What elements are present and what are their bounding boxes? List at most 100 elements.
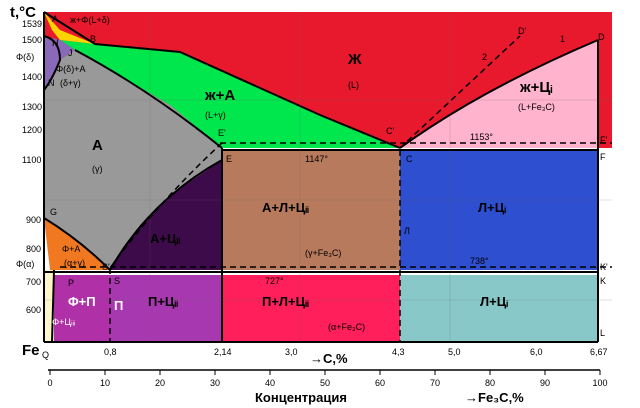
label-liquid: Ж — [347, 51, 362, 68]
region-austenite-cementite — [110, 160, 222, 270]
region-ferrite-pearlite — [54, 275, 110, 342]
y-tick-700: 700 — [26, 277, 41, 287]
y-special-delta: Φ(δ) — [16, 52, 34, 62]
temp-727: 727° — [265, 276, 284, 286]
dash-d1 — [399, 35, 521, 149]
curve-1-label: 1 — [560, 34, 565, 44]
sub-liq-cem: (L+Fe₃C) — [518, 102, 555, 112]
point-p: P — [68, 278, 74, 288]
concentration-tick-label: 10 — [100, 378, 110, 388]
concentration-tick-label: 80 — [485, 378, 495, 388]
pq-line — [51, 269, 55, 343]
label-aust-cem: A+Цᵢᵢ — [150, 231, 180, 246]
x-tick-6-0: 6,0 — [530, 347, 543, 357]
temp-738: 738° — [470, 256, 489, 266]
y-tick-1539: 1539 — [22, 19, 42, 29]
y-tick-1500: 1500 — [22, 35, 42, 45]
region-pearlite-cementite — [110, 275, 222, 342]
region-top-small — [44, 12, 95, 44]
concentration-tick-label: 90 — [540, 378, 550, 388]
ledeb-line-label: Л — [404, 226, 410, 236]
concentration-tick-label: 40 — [265, 378, 275, 388]
y-tick-1300: 1300 — [22, 102, 42, 112]
point-s1: S' — [102, 262, 110, 272]
curve-2-label: 2 — [482, 52, 487, 62]
a3-line — [43, 217, 111, 271]
y-axis-title: t,°C — [10, 4, 36, 21]
solidus-line — [74, 49, 223, 149]
sub-ledeb-lo: (α+Fe₃C) — [328, 322, 365, 332]
region-ledeburite-i-high — [400, 150, 598, 270]
label-ferr-aust: Φ+A — [62, 244, 80, 254]
x-tick-5-0: 5,0 — [448, 347, 461, 357]
region-ledeburite-i-low — [400, 275, 598, 342]
label-perl-cem: П+Цᵢᵢ — [148, 294, 178, 309]
region-austenite — [44, 50, 222, 270]
concentration-ticks: 0 10 20 30 40 50 60 70 80 90 100 — [47, 370, 608, 388]
point-d: D — [598, 32, 605, 42]
concentration-tick-label: 50 — [320, 378, 330, 388]
concentration-title: Концентрация — [255, 390, 347, 405]
x-axis-title: →C,% — [310, 351, 348, 366]
fe3c-title: →Fe₃C,% — [465, 390, 524, 405]
x-tick-6-67: 6,67 — [590, 347, 608, 357]
y-special-alpha: Φ(α) — [16, 259, 34, 269]
origin-label: Fe — [22, 342, 40, 359]
y-tick-900: 900 — [26, 215, 41, 225]
region-liquid-austenite — [60, 40, 400, 148]
label-liq-cem: ж+Цᵢ — [519, 79, 552, 96]
label-aust: A — [92, 137, 103, 154]
point-k1: K' — [600, 262, 608, 272]
point-a: A — [52, 14, 58, 24]
concentration-tick-label: 20 — [155, 378, 165, 388]
x-tick-3-0: 3,0 — [285, 347, 298, 357]
y-tick-1200: 1200 — [22, 125, 42, 135]
liquidus-line — [43, 11, 401, 149]
region-ledeburite-high — [222, 150, 400, 270]
label-ledeb-hi: A+Л+Цᵢᵢ — [262, 200, 309, 215]
x-tick-4-3: 4,3 — [392, 347, 405, 357]
liquidus-right — [399, 39, 599, 149]
sub-liq-aust: (L+γ) — [205, 110, 226, 120]
label-top-small: ж+Φ(L+δ) — [70, 15, 110, 25]
point-l: L — [600, 328, 605, 338]
region-ferrite-austenite — [44, 218, 110, 270]
region-liquid-cementite — [400, 40, 598, 148]
point-q: Q — [42, 350, 49, 360]
dash-acm1 — [109, 142, 223, 269]
region-ledeburite-low — [222, 275, 400, 342]
point-f: F — [600, 152, 606, 162]
point-c1: C' — [386, 126, 394, 136]
label-liq-aust: ж+А — [204, 87, 235, 104]
point-s: S — [114, 276, 120, 286]
point-n: N — [48, 78, 55, 88]
temp-1147: 1147° — [305, 154, 328, 164]
y-tick-800: 800 — [26, 244, 41, 254]
point-b: B — [90, 34, 96, 44]
point-j: J — [68, 48, 73, 58]
label-ledeb-lo: П+Л+Цᵢᵢ — [262, 294, 309, 309]
point-c: C — [406, 154, 413, 164]
label-ledeb-i-hi: Л+Цᵢ — [478, 200, 506, 215]
sub-aust: (γ) — [92, 164, 103, 174]
y-tick-1400: 1400 — [22, 72, 42, 82]
label-ferr-col: Φ+Цᵢᵢᵢ — [52, 317, 75, 327]
sub-ferr-aust: (α+γ) — [64, 258, 85, 268]
label-ferr-perl: Φ+П — [68, 294, 96, 309]
concentration-tick-label: 30 — [210, 378, 220, 388]
temp-1153: 1153° — [470, 132, 493, 142]
region-ferrite — [44, 270, 54, 342]
delta-line — [43, 35, 62, 91]
point-k: K — [600, 276, 606, 286]
concentration-tick-label: 100 — [592, 378, 607, 388]
concentration-tick-label: 0 — [47, 378, 52, 388]
x-tick-2-14: 2,14 — [214, 347, 232, 357]
sub-ledeb-hi: (γ+Fe₃C) — [305, 248, 341, 258]
point-g: G — [50, 207, 57, 217]
point-d1: D' — [518, 26, 526, 36]
label-delta: Φ(δ)+A — [56, 64, 85, 74]
concentration-tick-label: 60 — [375, 378, 385, 388]
point-f1: F' — [600, 135, 607, 145]
point-e1: E' — [218, 128, 226, 138]
